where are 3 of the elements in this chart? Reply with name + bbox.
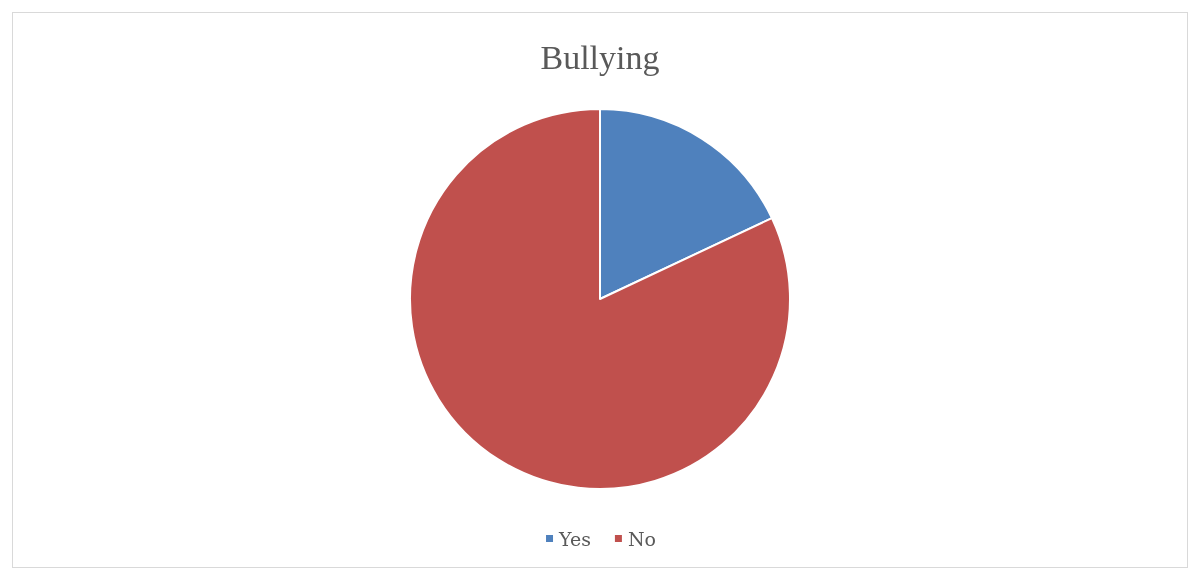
legend-label: No <box>627 527 656 550</box>
legend-label: Yes <box>558 527 591 550</box>
chart-title: Bullying <box>540 38 660 76</box>
